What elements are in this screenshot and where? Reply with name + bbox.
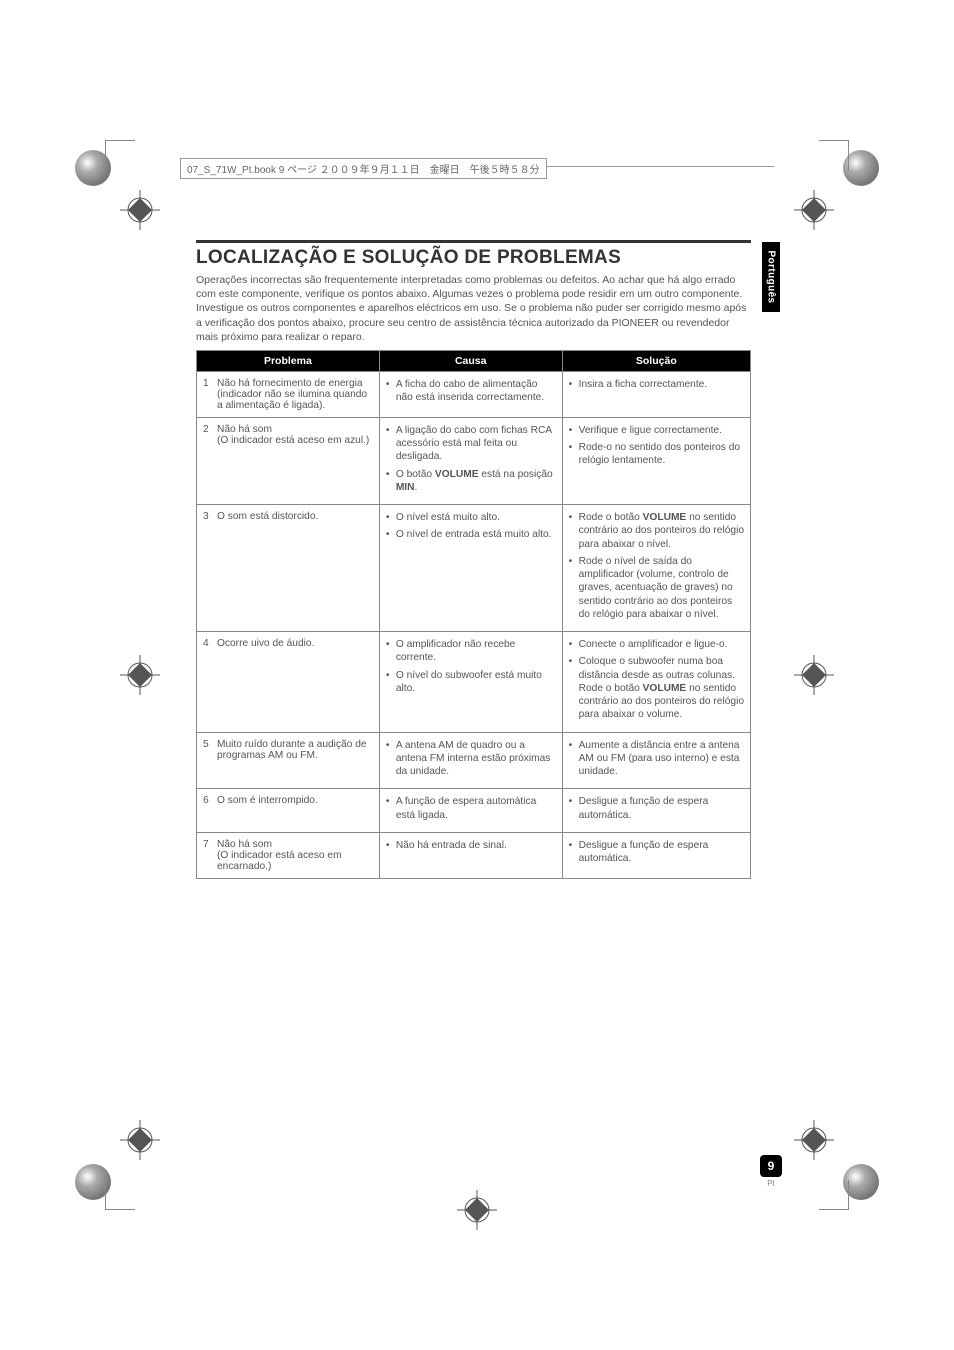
- cause-item: Não há entrada de sinal.: [386, 839, 556, 852]
- cause-cell: A função de espera automática está ligad…: [379, 789, 562, 833]
- page-content: LOCALIZAÇÃO E SOLUÇÃO DE PROBLEMAS Opera…: [196, 240, 751, 879]
- problem-text: Não há som(O indicador está aceso em enc…: [217, 839, 373, 872]
- table-row: 3O som está distorcido.O nível está muit…: [197, 505, 751, 632]
- row-number: 3: [203, 511, 217, 522]
- solution-cell: Aumente a distância entre a antena AM ou…: [562, 732, 750, 789]
- cause-item: A função de espera automática está ligad…: [386, 795, 556, 822]
- heading-rule: [196, 240, 751, 243]
- problem-cell: 2Não há som(O indicador está aceso em az…: [197, 417, 380, 504]
- solution-item: Conecte o amplificador e ligue-o.: [569, 638, 744, 651]
- cause-item: O nível do subwoofer está muito alto.: [386, 669, 556, 696]
- solution-cell: Desligue a função de espera automática.: [562, 789, 750, 833]
- row-number: 1: [203, 378, 217, 411]
- problem-text: O som é interrompido.: [217, 795, 373, 806]
- solution-item: Rode-o no sentido dos ponteiros do relóg…: [569, 441, 744, 468]
- cause-item: O nível está muito alto.: [386, 511, 556, 524]
- solution-cell: Rode o botão VOLUME no sentido contrário…: [562, 505, 750, 632]
- cause-cell: O amplificador não recebe corrente. O nív…: [379, 632, 562, 733]
- crop-mark-icon: [105, 140, 135, 170]
- cause-cell: A antena AM de quadro ou a antena FM int…: [379, 732, 562, 789]
- cause-cell: A ligação do cabo com fichas RCA acessór…: [379, 417, 562, 504]
- row-number: 2: [203, 424, 217, 446]
- crop-mark-icon: [819, 1180, 849, 1210]
- problem-text: Ocorre uivo de áudio.: [217, 638, 373, 649]
- problem-text: Não há som(O indicador está aceso em azu…: [217, 424, 373, 446]
- binding-filename: 07_S_71W_Pt.book 9 ページ ２００９年９月１１日 金曜日 午後…: [180, 158, 547, 179]
- row-number: 4: [203, 638, 217, 649]
- solution-cell: Conecte o amplificador e ligue-o. Coloque…: [562, 632, 750, 733]
- solution-item: Verifique e ligue correctamente.: [569, 424, 744, 437]
- troubleshoot-table: Problema Causa Solução 1Não há fornecime…: [196, 350, 751, 879]
- binding-header: 07_S_71W_Pt.book 9 ページ ２００９年９月１１日 金曜日 午後…: [180, 158, 774, 176]
- problem-cell: 1Não há fornecimento de energia (indicad…: [197, 371, 380, 417]
- table-header-row: Problema Causa Solução: [197, 350, 751, 371]
- problem-cell: 4Ocorre uivo de áudio.: [197, 632, 380, 733]
- language-side-tab: Português: [762, 242, 780, 312]
- registration-mark-icon: [794, 655, 834, 695]
- intro-paragraph: Operações incorrectas são frequentemente…: [196, 273, 751, 344]
- col-solucao: Solução: [562, 350, 750, 371]
- registration-mark-icon: [457, 1190, 497, 1230]
- col-causa: Causa: [379, 350, 562, 371]
- row-number: 5: [203, 739, 217, 761]
- problem-text: Muito ruído durante a audição de program…: [217, 739, 373, 761]
- cause-cell: Não há entrada de sinal.: [379, 832, 562, 878]
- cause-cell: A ficha do cabo de alimentação não está …: [379, 371, 562, 417]
- solution-item: Desligue a função de espera automática.: [569, 839, 744, 866]
- solution-cell: Desligue a função de espera automática.: [562, 832, 750, 878]
- page-language-code: Pt: [760, 1179, 782, 1188]
- registration-mark-icon: [794, 1120, 834, 1160]
- solution-cell: Insira a ficha correctamente.: [562, 371, 750, 417]
- table-row: 5Muito ruído durante a audição de progra…: [197, 732, 751, 789]
- page-badge: 9 Pt: [760, 1155, 782, 1188]
- problem-cell: 3O som está distorcido.: [197, 505, 380, 632]
- language-side-tab-label: Português: [766, 250, 777, 303]
- cause-item: O nível de entrada está muito alto.: [386, 528, 556, 541]
- cause-item: A ligação do cabo com fichas RCA acessór…: [386, 424, 556, 464]
- page-title: LOCALIZAÇÃO E SOLUÇÃO DE PROBLEMAS: [196, 247, 751, 269]
- row-number: 6: [203, 795, 217, 806]
- table-row: 7Não há som(O indicador está aceso em en…: [197, 832, 751, 878]
- problem-cell: 5Muito ruído durante a audição de progra…: [197, 732, 380, 789]
- solution-item: Coloque o subwoofer numa boa distância d…: [569, 655, 744, 721]
- col-problema: Problema: [197, 350, 380, 371]
- solution-item: Insira a ficha correctamente.: [569, 378, 744, 391]
- table-row: 1Não há fornecimento de energia (indicad…: [197, 371, 751, 417]
- solution-item: Aumente a distância entre a antena AM ou…: [569, 739, 744, 779]
- cause-item: A ficha do cabo de alimentação não está …: [386, 378, 556, 405]
- problem-text: Não há fornecimento de energia (indicado…: [217, 378, 373, 411]
- page-number: 9: [760, 1155, 782, 1177]
- registration-mark-icon: [794, 190, 834, 230]
- solution-item: Desligue a função de espera automática.: [569, 795, 744, 822]
- cause-item: A antena AM de quadro ou a antena FM int…: [386, 739, 556, 779]
- registration-mark-icon: [120, 1120, 160, 1160]
- problem-text: O som está distorcido.: [217, 511, 373, 522]
- cause-item: O botão VOLUME está na posição MIN.: [386, 468, 556, 495]
- problem-cell: 7Não há som(O indicador está aceso em en…: [197, 832, 380, 878]
- crop-mark-icon: [105, 1180, 135, 1210]
- row-number: 7: [203, 839, 217, 872]
- solution-item: Rode o botão VOLUME no sentido contrário…: [569, 511, 744, 551]
- table-row: 4Ocorre uivo de áudio.O amplificador não…: [197, 632, 751, 733]
- problem-cell: 6O som é interrompido.: [197, 789, 380, 833]
- crop-mark-icon: [819, 140, 849, 170]
- registration-mark-icon: [120, 655, 160, 695]
- table-row: 6O som é interrompido.A função de espera…: [197, 789, 751, 833]
- cause-cell: O nível está muito alto. O nível de entra…: [379, 505, 562, 632]
- cause-item: O amplificador não recebe corrente.: [386, 638, 556, 665]
- solution-item: Rode o nível de saída do amplificador (v…: [569, 555, 744, 621]
- solution-cell: Verifique e ligue correctamente. Rode-o n…: [562, 417, 750, 504]
- registration-mark-icon: [120, 190, 160, 230]
- table-row: 2Não há som(O indicador está aceso em az…: [197, 417, 751, 504]
